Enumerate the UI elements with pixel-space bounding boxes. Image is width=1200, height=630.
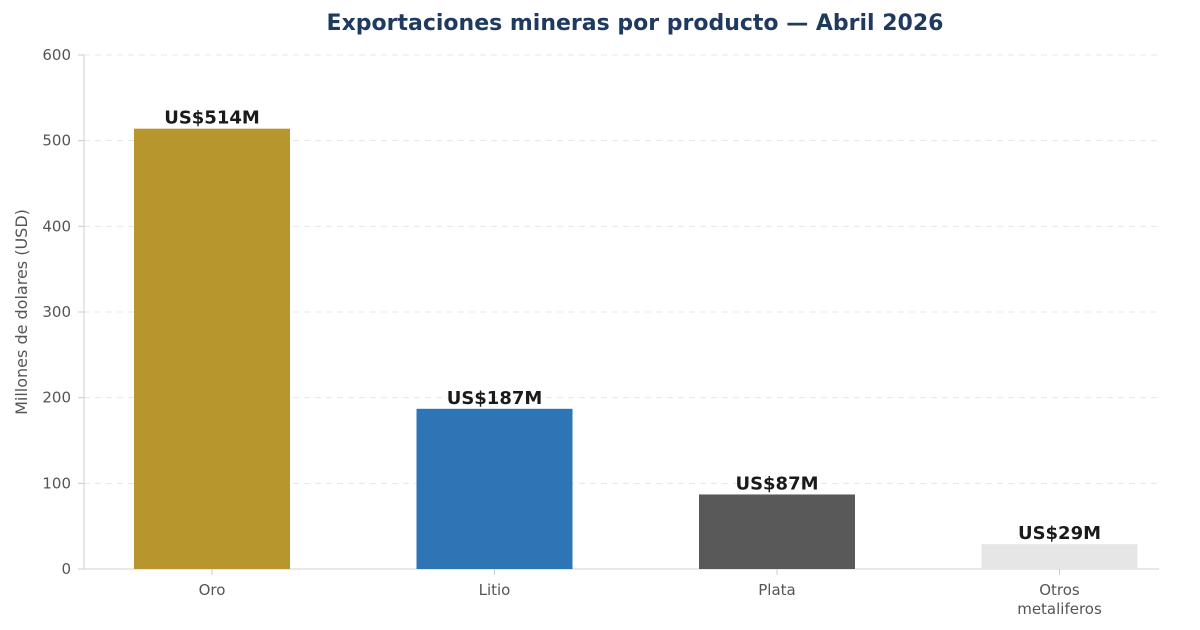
data-label: US$87M — [735, 473, 818, 494]
y-tick-label: 100 — [42, 474, 71, 492]
y-axis-ticks: 0 100 200 300 400 500 600 — [42, 46, 84, 578]
bar-1 — [416, 408, 573, 569]
data-label: US$187M — [447, 388, 543, 409]
bar-0 — [134, 128, 290, 569]
x-tick-label: Plata — [758, 581, 795, 599]
x-tick-label: Otros — [1039, 581, 1080, 599]
y-tick-label: 400 — [42, 217, 71, 235]
bars — [134, 128, 1138, 569]
chart-title: Exportaciones mineras por producto — Abr… — [327, 11, 944, 36]
data-labels: US$514M US$187M US$87M US$29M — [164, 108, 1101, 544]
x-tick-label: metaliferos — [1017, 600, 1102, 618]
y-axis-label: Millones de dolares (USD) — [12, 209, 31, 415]
y-tick-label: 500 — [42, 132, 71, 150]
data-label: US$514M — [164, 108, 260, 129]
data-label: US$29M — [1018, 523, 1101, 544]
y-tick-label: 200 — [42, 389, 71, 407]
y-tick-label: 600 — [42, 46, 71, 64]
x-tick-label: Oro — [199, 581, 226, 599]
y-tick-label: 300 — [42, 303, 71, 321]
x-tick-label: Litio — [479, 581, 511, 599]
bar-3 — [981, 544, 1138, 569]
bar-2 — [699, 494, 855, 569]
y-tick-label: 0 — [61, 560, 71, 578]
